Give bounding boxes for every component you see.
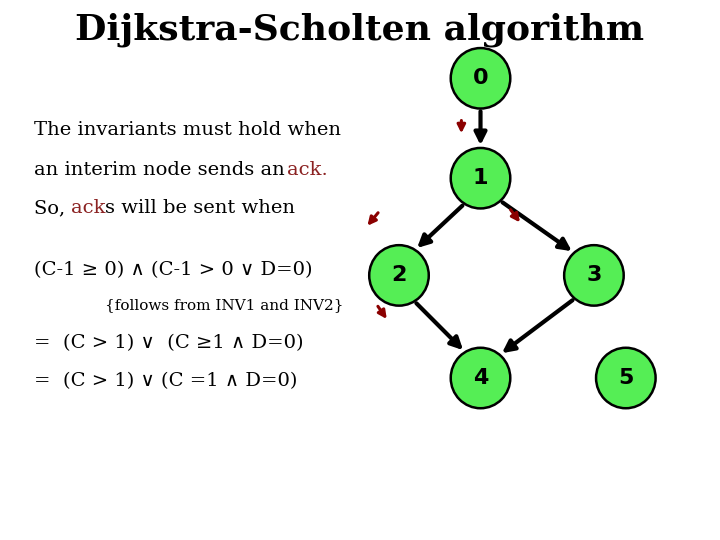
Text: 4: 4 (473, 368, 488, 388)
Text: 0: 0 (473, 68, 488, 89)
Ellipse shape (596, 348, 656, 408)
Text: s will be sent when: s will be sent when (104, 199, 294, 217)
Text: 5: 5 (618, 368, 634, 388)
Text: {follows from INV1 and INV2}: {follows from INV1 and INV2} (105, 298, 343, 312)
Text: The invariants must hold when: The invariants must hold when (34, 120, 341, 139)
Text: =  (C > 1) ∨ (C =1 ∧ D=0): = (C > 1) ∨ (C =1 ∧ D=0) (34, 372, 297, 390)
Text: 3: 3 (586, 265, 602, 286)
Text: So,: So, (34, 199, 71, 217)
Ellipse shape (451, 148, 510, 208)
Ellipse shape (369, 245, 429, 306)
Text: 2: 2 (391, 265, 407, 286)
Ellipse shape (451, 348, 510, 408)
Text: 1: 1 (473, 168, 488, 188)
Text: an interim node sends an: an interim node sends an (34, 161, 291, 179)
Text: (C-1 ≥ 0) ∧ (C-1 > 0 ∨ D=0): (C-1 ≥ 0) ∧ (C-1 > 0 ∨ D=0) (34, 261, 312, 279)
Text: =  (C > 1) ∨  (C ≥1 ∧ D=0): = (C > 1) ∨ (C ≥1 ∧ D=0) (34, 334, 303, 352)
Text: ack.: ack. (287, 161, 328, 179)
Ellipse shape (564, 245, 624, 306)
Text: Dijkstra-Scholten algorithm: Dijkstra-Scholten algorithm (76, 12, 644, 47)
Ellipse shape (451, 48, 510, 109)
Text: ack: ack (71, 199, 105, 217)
